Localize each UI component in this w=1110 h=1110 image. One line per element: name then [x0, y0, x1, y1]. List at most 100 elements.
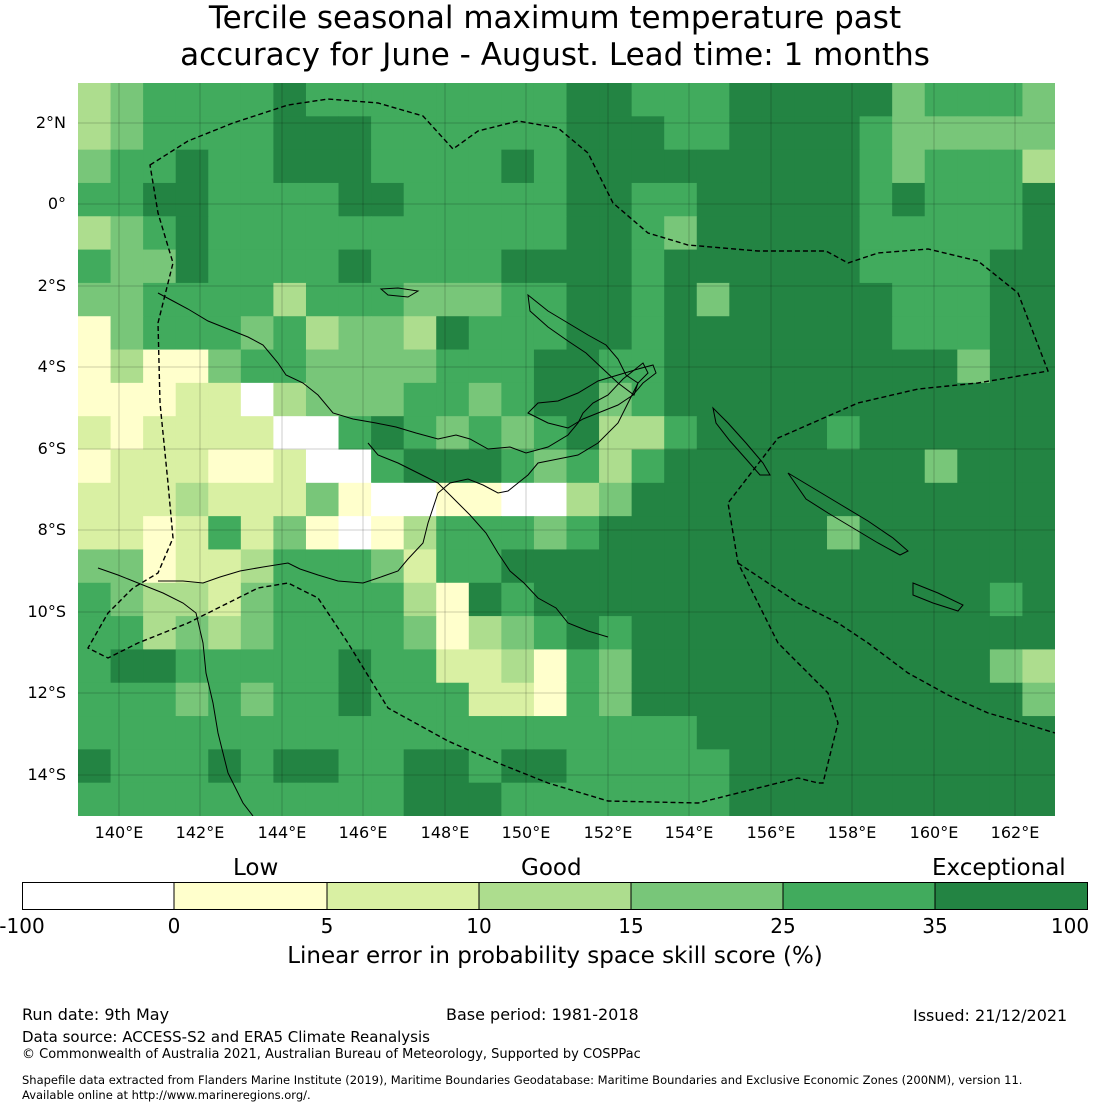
skill-cell: [143, 616, 177, 650]
skill-cell: [273, 316, 307, 351]
copyright-notice: © Commonwealth of Australia 2021, Austra…: [22, 1047, 641, 1062]
colorbar-tick-10: 10: [466, 914, 492, 938]
title-line-1: Tercile seasonal maximum temperature pas…: [208, 0, 902, 36]
skill-cell: [892, 482, 926, 517]
skill-cell: [143, 316, 177, 351]
lat-label-14s: 14°S: [27, 765, 66, 784]
colorbar-segment-0-5: [174, 882, 327, 910]
colorbar-segment-white: [22, 882, 174, 910]
skill-cell: [957, 716, 991, 750]
skill-cell: [175, 216, 209, 251]
skill-cell: [729, 416, 763, 450]
skill-cell: [631, 149, 665, 184]
skill-cell: [599, 282, 633, 317]
skill-cell: [989, 482, 1023, 517]
skill-cell: [501, 749, 535, 784]
skill-cell: [631, 649, 665, 684]
skill-cell: [794, 549, 828, 584]
skill-cell: [1022, 249, 1055, 284]
skill-cell: [501, 349, 535, 384]
skill-cell: [436, 716, 470, 750]
skill-cell: [566, 216, 600, 251]
skill-cell: [273, 449, 307, 484]
skill-cell: [501, 316, 535, 351]
skill-cell: [599, 482, 633, 517]
skill-cell: [924, 216, 958, 251]
skill-cell: [305, 516, 340, 550]
skill-cell: [78, 116, 112, 151]
skill-cell: [338, 282, 372, 317]
skill-cell: [957, 449, 991, 484]
skill-cell: [78, 216, 112, 251]
skill-cell: [501, 382, 535, 417]
skill-cell: [240, 682, 274, 717]
skill-cell: [794, 616, 828, 650]
eez-boundaries: [87, 98, 1055, 804]
skill-cell: [338, 116, 372, 151]
skill-cell: [827, 182, 861, 217]
skill-cell: [696, 216, 730, 251]
skill-cell: [110, 782, 144, 816]
skill-cell: [305, 316, 340, 351]
skill-cell: [78, 616, 112, 650]
skill-cell: [371, 449, 405, 484]
skill-cell: [696, 749, 730, 784]
skill-cell: [273, 83, 307, 117]
skill-cell: [566, 549, 600, 584]
lat-label-6s: 6°S: [37, 439, 66, 458]
skill-cell: [696, 716, 730, 750]
skill-cell: [175, 382, 209, 417]
skill-cell: [924, 83, 958, 117]
lat-label-10s: 10°S: [27, 602, 66, 621]
skill-cell: [859, 149, 893, 184]
skill-cell: [468, 516, 502, 550]
skill-cell: [338, 682, 372, 717]
skill-cell: [1022, 349, 1055, 384]
skill-cell: [305, 649, 340, 684]
skill-cell: [761, 116, 795, 151]
skill-cell: [273, 682, 307, 717]
skill-cell: [827, 416, 861, 450]
skill-cell: [371, 149, 405, 184]
skill-cell: [957, 782, 991, 816]
skill-cell: [957, 649, 991, 684]
skill-cell: [599, 649, 633, 684]
skill-cell: [859, 482, 893, 517]
skill-cell: [338, 249, 372, 284]
skill-cell: [1022, 449, 1055, 484]
skill-cell: [794, 316, 828, 351]
colorbar-heading-low: Low: [233, 855, 279, 881]
solomons-eez-boundary: [737, 562, 1055, 734]
skill-cell: [175, 516, 209, 550]
skill-cell: [989, 582, 1023, 617]
skill-cell: [599, 416, 633, 450]
skill-cell: [338, 482, 372, 517]
skill-cell: [273, 182, 307, 217]
skill-cell: [989, 649, 1023, 684]
skill-cell: [240, 416, 274, 450]
skill-cell: [305, 249, 340, 284]
skill-cell: [533, 216, 567, 251]
skill-cell: [143, 416, 177, 450]
skill-cell: [501, 249, 535, 284]
skill-cell: [436, 682, 470, 717]
skill-cell: [631, 616, 665, 650]
skill-cell: [957, 516, 991, 550]
skill-cell: [761, 249, 795, 284]
skill-cell: [827, 649, 861, 684]
skill-cell: [1022, 282, 1055, 317]
skill-cell: [664, 716, 698, 750]
skill-cell: [273, 482, 307, 517]
skill-cell: [175, 482, 209, 517]
skill-cell: [761, 182, 795, 217]
skill-cell: [110, 616, 144, 650]
skill-cell: [403, 149, 437, 184]
skill-cell: [1022, 216, 1055, 251]
skill-cell: [664, 83, 698, 117]
skill-cell: [827, 316, 861, 351]
skill-cell: [436, 416, 470, 450]
skill-cell: [240, 482, 274, 517]
skill-cell: [957, 83, 991, 117]
skill-cell: [859, 549, 893, 584]
skill-cell: [989, 682, 1023, 717]
